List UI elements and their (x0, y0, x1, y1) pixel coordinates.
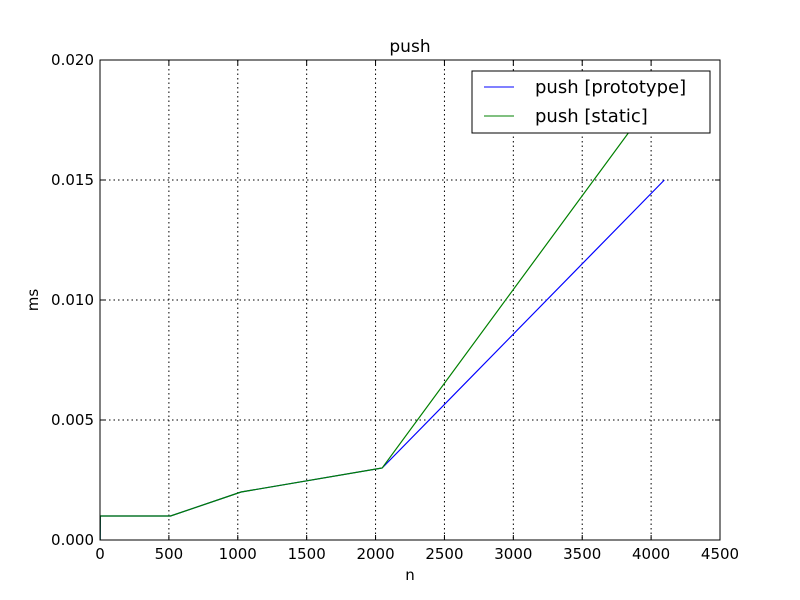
axis-ticks: 0 500 1000 1500 2000 2500 3000 3500 4000 4500 0.00… (51, 51, 739, 563)
x-tick-label: 1000 (219, 545, 257, 563)
x-tick-label: 3500 (563, 545, 601, 563)
x-tick-label: 500 (155, 545, 184, 563)
plot-series (100, 83, 665, 540)
grid-lines (100, 60, 720, 540)
legend-label-prototype: push [prototype] (535, 77, 686, 98)
legend-label-static: push [static] (535, 106, 648, 127)
x-tick-label: 3000 (494, 545, 532, 563)
x-tick-label: 4000 (632, 545, 670, 563)
y-axis-label: ms (24, 289, 42, 312)
legend-box (471, 70, 711, 134)
x-tick-label: 0 (95, 545, 105, 563)
legend: push [prototype] push [static] (471, 70, 711, 134)
y-tick-label: 0.020 (51, 51, 94, 69)
series-line-prototype (100, 179, 665, 540)
series-line-static (100, 83, 665, 540)
chart-title: push (389, 37, 430, 57)
x-tick-label: 1500 (288, 545, 326, 563)
y-tick-label: 0.015 (51, 171, 94, 189)
x-axis-label: n (405, 566, 415, 584)
x-tick-label: 2500 (425, 545, 463, 563)
y-tick-label: 0.000 (51, 531, 94, 549)
x-tick-label: 4500 (701, 545, 739, 563)
x-tick-label: 2000 (356, 545, 394, 563)
y-tick-label: 0.010 (51, 291, 94, 309)
y-tick-label: 0.005 (51, 411, 94, 429)
